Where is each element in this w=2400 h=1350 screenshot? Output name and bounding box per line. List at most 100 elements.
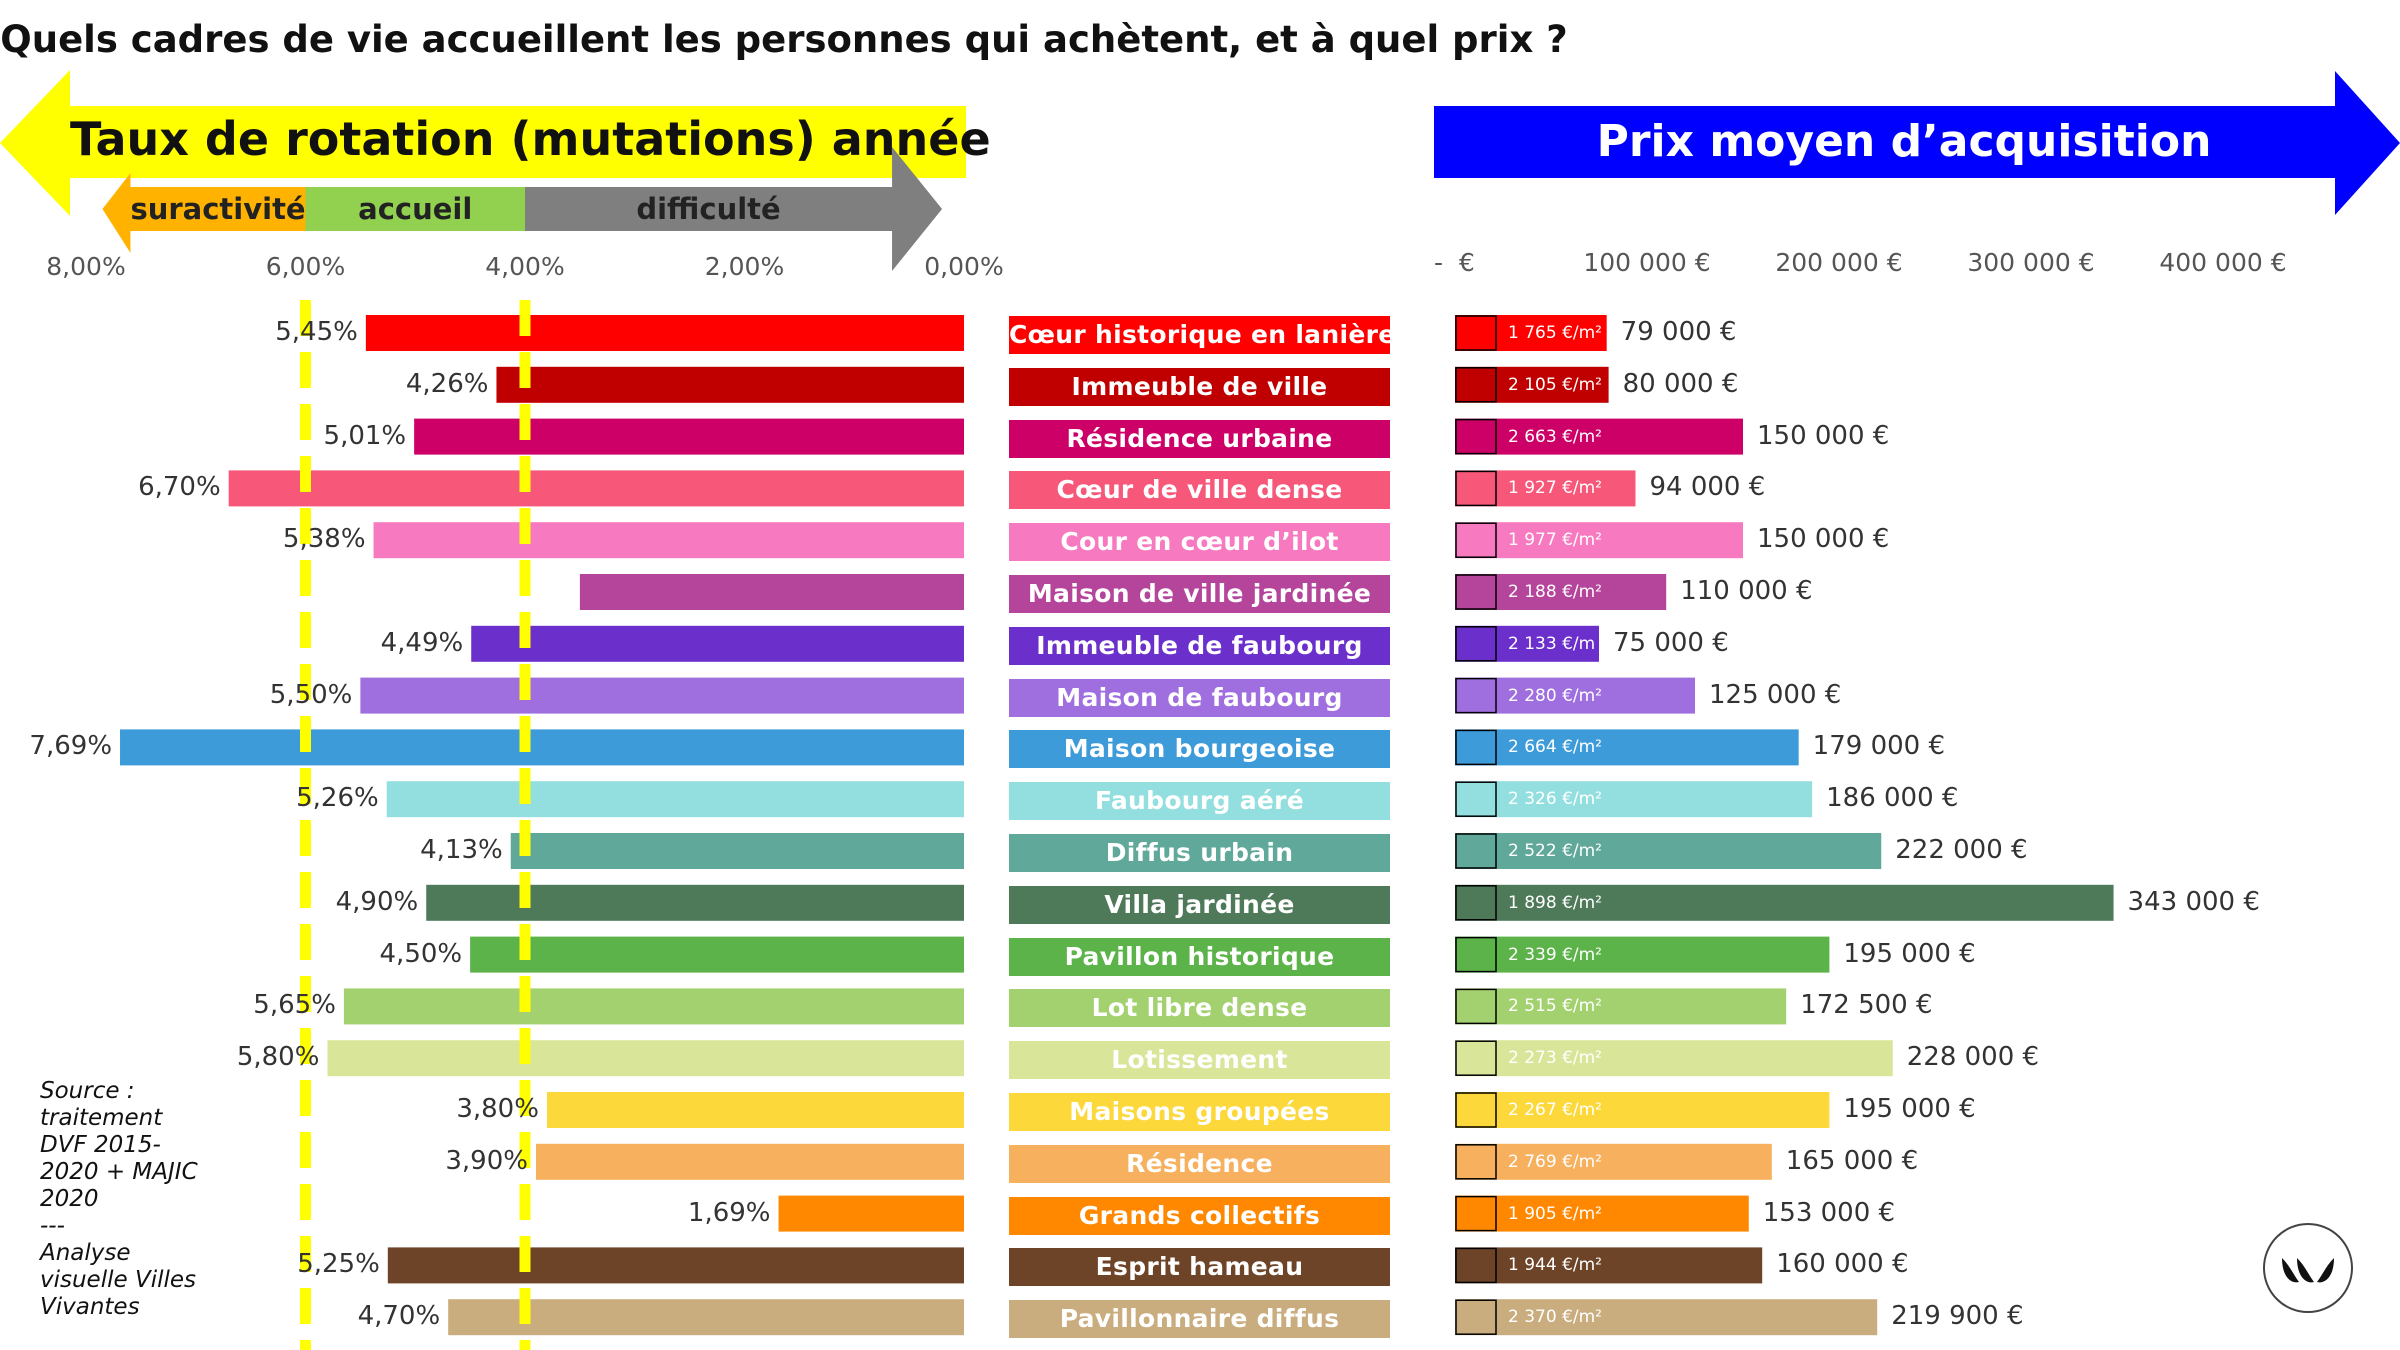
- price-value-label: 160 000 €: [1776, 1249, 1909, 1280]
- rotation-value-label: 5,25%: [297, 1249, 380, 1280]
- price-bar: [1455, 988, 1787, 1025]
- rotation-value-label: 4,13%: [420, 835, 503, 865]
- price-per-sqm-label: 1 898 €/m²: [1508, 892, 1602, 913]
- price-per-sqm-label: 2 663 €/m²: [1508, 426, 1602, 447]
- price-per-sqm-label: 1 905 €/m²: [1508, 1203, 1602, 1224]
- price-bar-marker: [1455, 781, 1497, 817]
- price-bar-marker: [1455, 367, 1497, 403]
- price-bar: [1455, 418, 1743, 455]
- price-bar-marker: [1455, 729, 1497, 766]
- left-tick-label: 4,00%: [485, 252, 565, 281]
- rotation-bar: [360, 677, 964, 714]
- right-tick-label: 400 000 €: [2159, 248, 2287, 277]
- price-bar-marker: [1455, 315, 1497, 351]
- price-per-sqm-label: 2 522 €/m²: [1508, 841, 1602, 861]
- category-label: Cœur historique en lanière: [1009, 316, 1390, 354]
- price-per-sqm-label: 1 927 €/m²: [1508, 478, 1602, 499]
- price-bar: [1455, 677, 1695, 714]
- rotation-value-label: 3,80%: [456, 1094, 539, 1124]
- price-bar-marker: [1455, 626, 1497, 662]
- right-blue-arrow: [1434, 71, 2400, 215]
- category-label: Diffus urbain: [1009, 834, 1390, 872]
- category-label: Villa jardinée: [1009, 885, 1390, 924]
- rotation-bar: [546, 1092, 964, 1128]
- rotation-value-label: 3,90%: [445, 1145, 528, 1176]
- price-value-label: 79 000 €: [1620, 317, 1737, 347]
- rotation-bar: [579, 574, 964, 610]
- price-bar-marker: [1455, 522, 1497, 558]
- right-tick-label: 300 000 €: [1967, 248, 2095, 277]
- price-per-sqm-label: 2 515 €/m²: [1508, 996, 1602, 1017]
- price-per-sqm-label: 2 133 €/m: [1508, 633, 1596, 654]
- rotation-value-label: 6,70%: [138, 472, 221, 503]
- source-line: ---: [40, 1213, 65, 1239]
- price-bar-marker: [1455, 1092, 1497, 1128]
- villes-vivantes-logo: [2263, 1223, 2353, 1313]
- price-bar: [1455, 1299, 1878, 1336]
- price-value-label: 219 900 €: [1891, 1301, 2024, 1332]
- rotation-bar: [387, 1247, 964, 1284]
- price-value-label: 125 000 €: [1709, 679, 1842, 710]
- category-label: Immeuble de faubourg: [1009, 626, 1390, 665]
- zone-label: difficulté: [636, 192, 781, 226]
- category-label: Lotissement: [1009, 1041, 1390, 1080]
- category-label: Résidence urbaine: [1009, 419, 1390, 458]
- rotation-bar: [343, 988, 965, 1025]
- price-bar-marker: [1455, 418, 1497, 455]
- category-label: Grands collectifs: [1009, 1196, 1390, 1235]
- category-label: Cour en cœur d’ilot: [1009, 523, 1390, 562]
- rotation-bar: [414, 418, 965, 455]
- rotation-value-label: 5,38%: [282, 524, 366, 555]
- rotation-bar: [448, 1299, 964, 1336]
- price-bar-marker: [1455, 1299, 1497, 1335]
- price-bar: [1455, 729, 1799, 766]
- rotation-value-label: 1,69%: [687, 1197, 771, 1228]
- price-per-sqm-label: 2 280 €/m²: [1508, 685, 1602, 706]
- price-per-sqm-label: 1 765 €/m²: [1508, 323, 1602, 343]
- price-bar: [1455, 936, 1830, 973]
- source-line: Analyse: [40, 1240, 131, 1266]
- price-per-sqm-label: 2 273 €/m²: [1508, 1048, 1602, 1069]
- rotation-value-label: 4,70%: [357, 1301, 441, 1332]
- zone-2: [525, 147, 943, 271]
- price-value-label: 186 000 €: [1826, 783, 1959, 814]
- source-line: traitement: [40, 1105, 163, 1131]
- category-label: Immeuble de ville: [1009, 367, 1390, 406]
- price-per-sqm-label: 2 339 €/m²: [1508, 944, 1602, 965]
- price-bar: [1455, 1092, 1830, 1128]
- left-tick-label: 6,00%: [265, 252, 346, 281]
- price-value-label: 172 500 €: [1800, 990, 1933, 1021]
- right-tick-label: 200 000 €: [1775, 248, 1903, 277]
- price-per-sqm-label: 1 977 €/m²: [1508, 530, 1602, 551]
- price-bar: [1455, 1247, 1763, 1284]
- price-bar: [1455, 884, 2114, 921]
- source-line: 2020 + MAJIC: [40, 1159, 198, 1185]
- price-per-sqm-label: 2 267 €/m²: [1508, 1100, 1602, 1120]
- category-label: Esprit hameau: [1009, 1248, 1390, 1287]
- zone-label: suractivité: [130, 192, 306, 226]
- price-bar-marker: [1455, 677, 1497, 714]
- rotation-value-label: 5,45%: [275, 317, 358, 347]
- category-label: Maisons groupées: [1009, 1093, 1390, 1131]
- rotation-value-label: 4,90%: [335, 886, 419, 917]
- left-tick-label: 2,00%: [704, 252, 785, 281]
- rotation-bar: [471, 625, 964, 662]
- price-bar-marker: [1455, 1195, 1497, 1232]
- price-bar-marker: [1455, 988, 1497, 1025]
- category-label: Faubourg aéré: [1009, 782, 1390, 821]
- price-bar: [1455, 1195, 1749, 1232]
- chart-title: Quels cadres de vie accueillent les pers…: [0, 18, 1568, 61]
- price-per-sqm-label: 2 664 €/m²: [1508, 737, 1602, 758]
- rotation-bar: [327, 1040, 964, 1077]
- source-line: visuelle Villes: [40, 1267, 196, 1293]
- price-per-sqm-label: 2 769 €/m²: [1508, 1151, 1602, 1172]
- price-per-sqm-label: 1 944 €/m²: [1508, 1255, 1602, 1276]
- price-bar: [1455, 366, 1609, 403]
- category-label: Cœur de ville dense: [1009, 471, 1390, 510]
- price-bar-marker: [1455, 885, 1497, 921]
- category-label: Résidence: [1009, 1144, 1390, 1183]
- category-label: Maison bourgeoise: [1009, 730, 1390, 769]
- price-bar: [1455, 1143, 1772, 1180]
- right-tick-label: - €: [1434, 248, 1475, 277]
